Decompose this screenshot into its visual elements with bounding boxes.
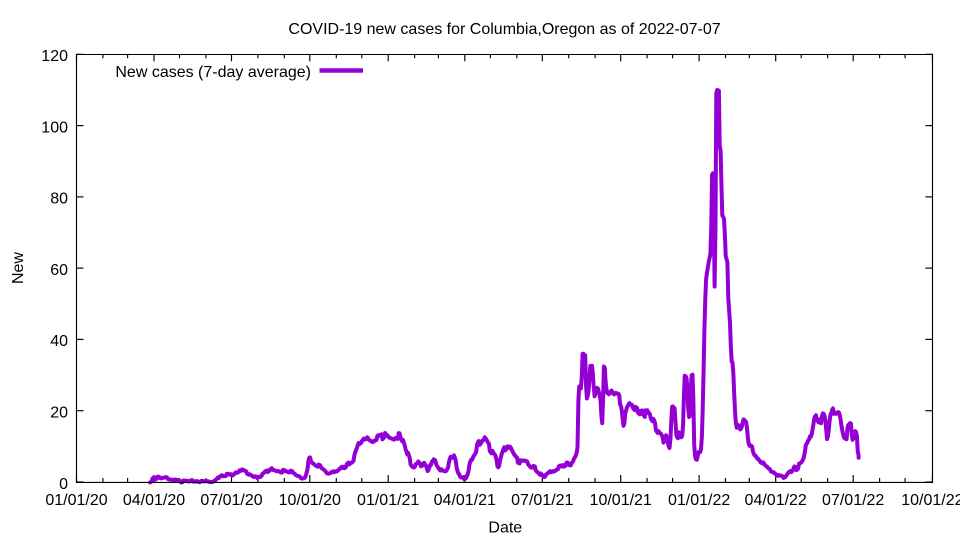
svg-text:60: 60 <box>50 262 68 279</box>
svg-text:04/01/22: 04/01/22 <box>745 492 807 509</box>
svg-text:07/01/20: 07/01/20 <box>200 492 262 509</box>
svg-text:10/01/21: 10/01/21 <box>590 492 652 509</box>
svg-text:COVID-19 new cases for Columbi: COVID-19 new cases for Columbia,Oregon a… <box>288 21 720 38</box>
svg-text:01/01/22: 01/01/22 <box>668 492 730 509</box>
svg-text:10/01/22: 10/01/22 <box>901 492 960 509</box>
svg-text:20: 20 <box>50 405 68 422</box>
svg-text:07/01/22: 07/01/22 <box>822 492 884 509</box>
svg-text:04/01/21: 04/01/21 <box>434 492 496 509</box>
svg-text:40: 40 <box>50 333 68 350</box>
svg-text:New: New <box>10 252 27 284</box>
svg-text:80: 80 <box>50 191 68 208</box>
svg-text:New cases (7-day average): New cases (7-day average) <box>115 64 311 81</box>
svg-text:04/01/20: 04/01/20 <box>123 492 185 509</box>
svg-text:120: 120 <box>41 48 68 65</box>
svg-text:0: 0 <box>59 476 68 493</box>
svg-text:01/01/20: 01/01/20 <box>45 492 107 509</box>
svg-text:Date: Date <box>488 520 522 537</box>
svg-text:10/01/20: 10/01/20 <box>279 492 341 509</box>
svg-text:07/01/21: 07/01/21 <box>511 492 573 509</box>
svg-text:01/01/21: 01/01/21 <box>357 492 419 509</box>
svg-text:100: 100 <box>41 119 68 136</box>
